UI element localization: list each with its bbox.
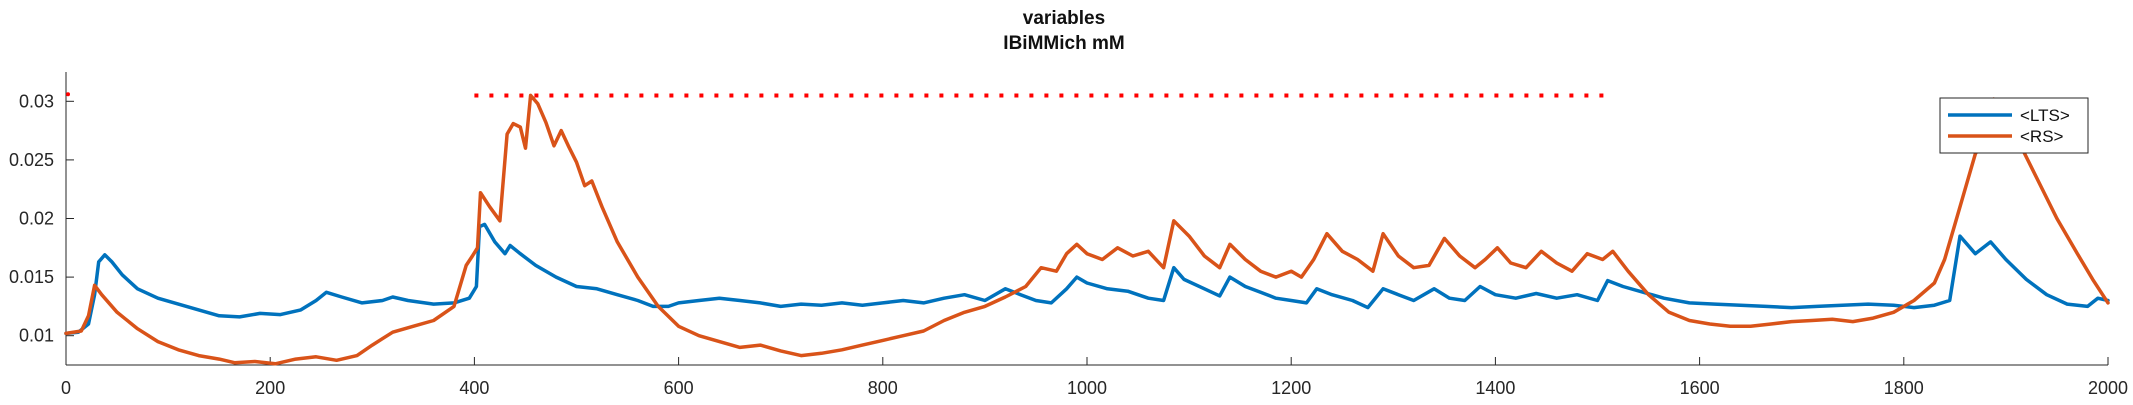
chart-title: variables: [1023, 8, 1105, 29]
y-tick-label: 0.02: [19, 209, 54, 229]
series-line-rs: [64, 93, 2110, 366]
x-tick-label: 200: [255, 378, 285, 398]
plot-area: 0 200 400 600 800 1000 1200 1400 1600 1800 2000 0.0…: [9, 72, 2128, 398]
y-tick-label: 0.025: [9, 150, 54, 170]
x-tick-label: 1200: [1271, 378, 1311, 398]
legend-label: <RS>: [2020, 127, 2064, 146]
x-tick-label: 1800: [1884, 378, 1924, 398]
x-tick-label: 1400: [1475, 378, 1515, 398]
marker-point: [66, 92, 70, 97]
x-tick-label: 0: [61, 378, 71, 398]
x-tick-label: 400: [459, 378, 489, 398]
y-tick-label: 0.01: [19, 326, 54, 346]
legend-box: [1939, 97, 2089, 154]
x-tick-label: 2000: [2088, 378, 2128, 398]
x-tick-label: 1600: [1680, 378, 1720, 398]
series-line-lts: [64, 222, 2110, 336]
legend-label: <LTS>: [2020, 106, 2070, 125]
y-tick-label: 0.03: [19, 91, 54, 111]
x-tick-label: 800: [868, 378, 898, 398]
x-tick-label: 1000: [1067, 378, 1107, 398]
chart-subtitle: IBiMMich mM: [1003, 33, 1124, 54]
y-tick-label: 0.015: [9, 267, 54, 287]
x-tick-label: 600: [664, 378, 694, 398]
